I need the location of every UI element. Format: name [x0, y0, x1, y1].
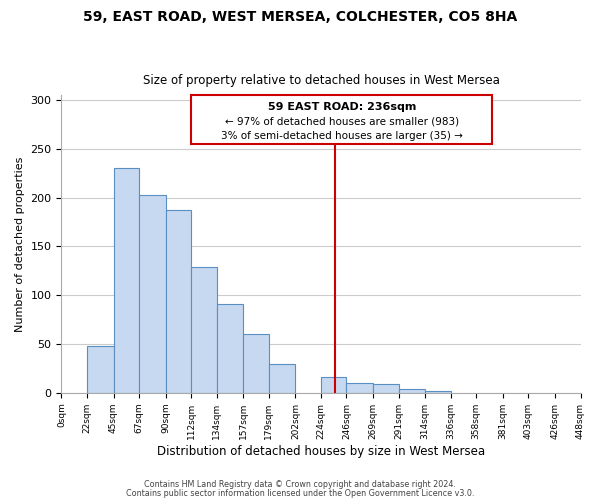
Bar: [346, 383, 373, 393]
Bar: [191, 267, 217, 393]
Bar: [139, 194, 166, 393]
Y-axis label: Number of detached properties: Number of detached properties: [15, 156, 25, 332]
Bar: [425, 391, 451, 393]
Bar: [321, 377, 346, 393]
Bar: [398, 389, 425, 393]
Text: 3% of semi-detached houses are larger (35) →: 3% of semi-detached houses are larger (3…: [221, 131, 463, 141]
Bar: [166, 210, 191, 393]
Text: Contains public sector information licensed under the Open Government Licence v3: Contains public sector information licen…: [126, 488, 474, 498]
X-axis label: Distribution of detached houses by size in West Mersea: Distribution of detached houses by size …: [157, 444, 485, 458]
FancyBboxPatch shape: [191, 95, 493, 144]
Bar: [113, 168, 139, 393]
Bar: [269, 364, 295, 393]
Title: Size of property relative to detached houses in West Mersea: Size of property relative to detached ho…: [143, 74, 499, 87]
Text: 59 EAST ROAD: 236sqm: 59 EAST ROAD: 236sqm: [268, 102, 416, 112]
Bar: [244, 334, 269, 393]
Bar: [217, 304, 244, 393]
Text: Contains HM Land Registry data © Crown copyright and database right 2024.: Contains HM Land Registry data © Crown c…: [144, 480, 456, 489]
Text: 59, EAST ROAD, WEST MERSEA, COLCHESTER, CO5 8HA: 59, EAST ROAD, WEST MERSEA, COLCHESTER, …: [83, 10, 517, 24]
Bar: [373, 384, 398, 393]
Text: ← 97% of detached houses are smaller (983): ← 97% of detached houses are smaller (98…: [225, 116, 459, 126]
Bar: [87, 346, 113, 393]
